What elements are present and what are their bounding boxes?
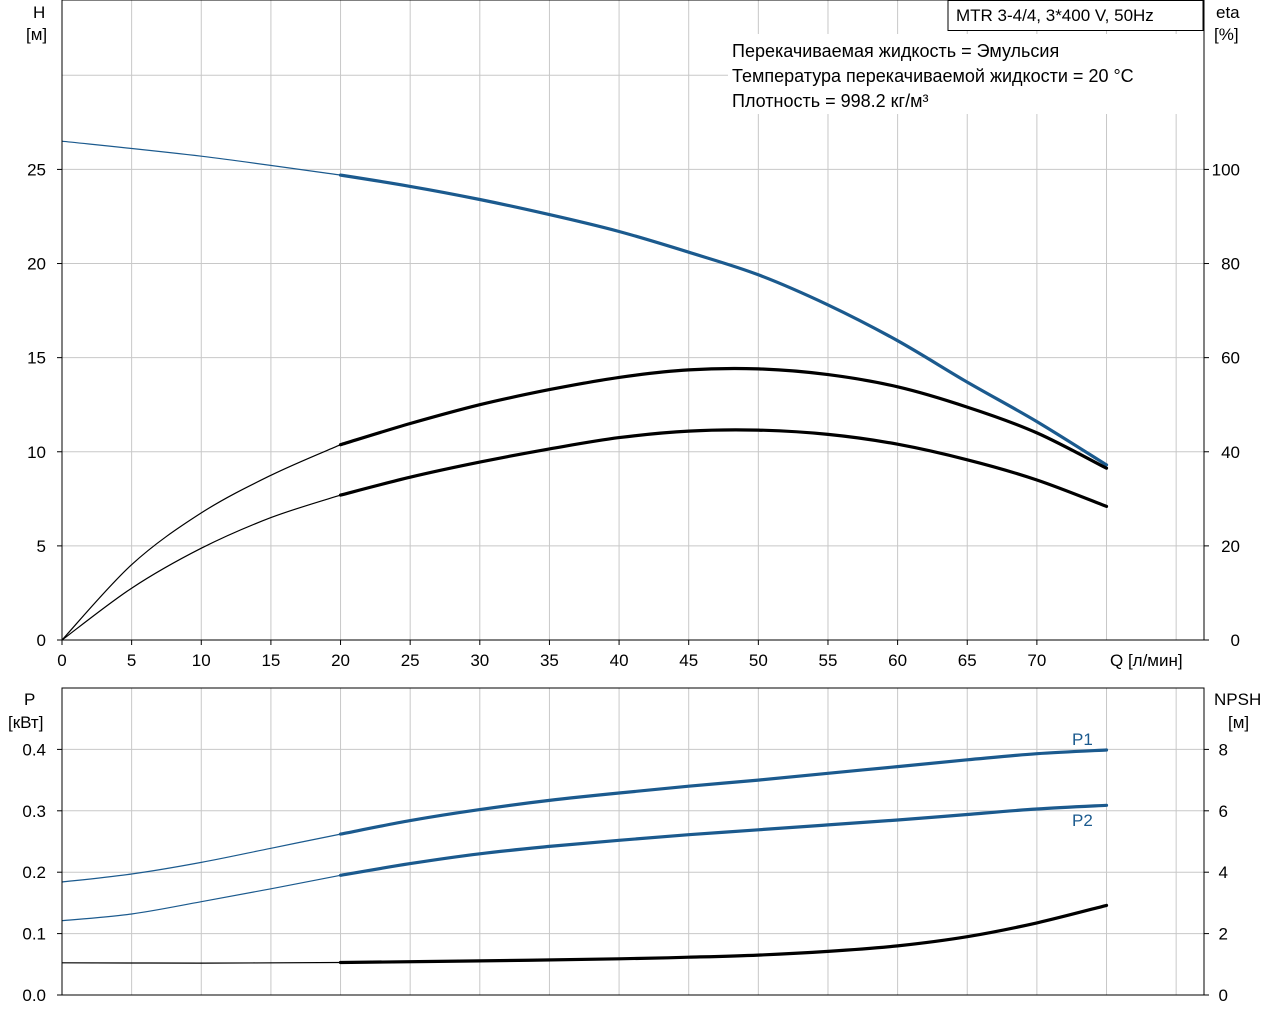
efficiency-curve-2-thin	[61, 494, 341, 641]
top-y2-axis-title-unit: [%]	[1214, 25, 1239, 44]
top-chart-curves	[61, 140, 1109, 641]
bottom-chart-grid	[62, 688, 1204, 995]
p2-curve-thin	[61, 874, 341, 922]
model-badge: MTR 3-4/4, 3*400 V, 50Hz	[956, 6, 1154, 25]
bottom-y2-axis-title-symbol: NPSH	[1214, 690, 1261, 709]
x-tick-label: 40	[610, 651, 629, 670]
p-tick-label: 0.4	[22, 740, 46, 759]
npsh-curve-thick	[338, 903, 1109, 965]
bottom-chart-frame	[61, 687, 1205, 996]
bottom-chart-ticks: 0.0 0.1 0.2 0.3 0.4 0 2 4 6 8	[22, 740, 1228, 1005]
efficiency-curve-1-thin	[61, 444, 341, 641]
p-tick-label: 0.2	[22, 863, 46, 882]
x-tick-label: 60	[888, 651, 907, 670]
npsh-tick-label: 0	[1219, 986, 1228, 1005]
y2-tick-label: 60	[1221, 349, 1240, 368]
efficiency-curve-1-thick	[338, 366, 1109, 470]
x-tick-label: 55	[819, 651, 838, 670]
x-tick-label: 20	[331, 651, 350, 670]
top-y-axis-title-unit: [м]	[26, 25, 47, 44]
top-y2-axis-title-symbol: eta	[1216, 3, 1240, 22]
x-tick-label: 15	[261, 651, 280, 670]
p-tick-label: 0.0	[22, 986, 46, 1005]
bottom-y2-axis-title-unit: [м]	[1228, 713, 1249, 732]
top-y-axis-title-symbol: H	[33, 3, 45, 22]
info-line-liquid: Перекачиваемая жидкость = Эмульсия	[732, 41, 1059, 61]
info-box-bg	[728, 34, 1204, 114]
top-chart-ticks: 0 5 10 15 20 25 30 35 40 45 50 55 60 65 70 0 5 10 15 20 25 0 2…	[27, 160, 1240, 670]
bottom-y-axis-title-symbol: P	[24, 690, 35, 709]
y-tick-label: 10	[27, 443, 46, 462]
x-tick-label: 70	[1027, 651, 1046, 670]
x-tick-label: 10	[192, 651, 211, 670]
x-tick-label: 30	[470, 651, 489, 670]
x-tick-label: 25	[401, 651, 420, 670]
bottom-y-axis-title-unit: [кВт]	[8, 713, 43, 732]
npsh-tick-label: 4	[1219, 863, 1228, 882]
y2-tick-label: 40	[1221, 443, 1240, 462]
info-line-temperature: Температура перекачиваемой жидкости = 20…	[732, 66, 1134, 86]
x-tick-label: 65	[958, 651, 977, 670]
y2-tick-label: 0	[1231, 631, 1240, 650]
x-tick-label: 5	[127, 651, 136, 670]
y-tick-label: 25	[27, 160, 46, 179]
efficiency-curve-2-thick	[338, 428, 1109, 508]
p-tick-label: 0.3	[22, 802, 46, 821]
p1-curve-thin	[61, 833, 341, 883]
y-tick-label: 15	[27, 349, 46, 368]
y2-tick-label: 20	[1221, 537, 1240, 556]
x-tick-label: 35	[540, 651, 559, 670]
info-line-density: Плотность = 998.2 кг/м³	[732, 91, 928, 111]
bottom-chart-curves	[61, 748, 1109, 965]
p2-curve-thick	[338, 803, 1109, 877]
top-chart-frame	[61, 0, 1205, 641]
p1-curve-thick	[338, 748, 1109, 836]
y2-tick-label: 80	[1221, 255, 1240, 274]
head-curve-thick	[338, 173, 1109, 467]
series-label-p2: P2	[1072, 811, 1093, 830]
model-badge-box	[947, 0, 1204, 31]
y-tick-label: 5	[37, 537, 46, 556]
y2-tick-label: 100	[1212, 160, 1240, 179]
npsh-tick-label: 6	[1219, 802, 1228, 821]
npsh-tick-label: 2	[1219, 925, 1228, 944]
p-tick-label: 0.1	[22, 925, 46, 944]
y-tick-label: 0	[37, 631, 46, 650]
series-label-p1: P1	[1072, 730, 1093, 749]
head-curve-thin	[61, 140, 341, 176]
x-tick-label: 50	[749, 651, 768, 670]
x-tick-label: 45	[679, 651, 698, 670]
x-tick-label: 0	[57, 651, 66, 670]
npsh-tick-label: 8	[1219, 740, 1228, 759]
npsh-curve-thin	[61, 961, 341, 964]
top-x-axis-title: Q [л/мин]	[1110, 651, 1183, 670]
y-tick-label: 20	[27, 255, 46, 274]
